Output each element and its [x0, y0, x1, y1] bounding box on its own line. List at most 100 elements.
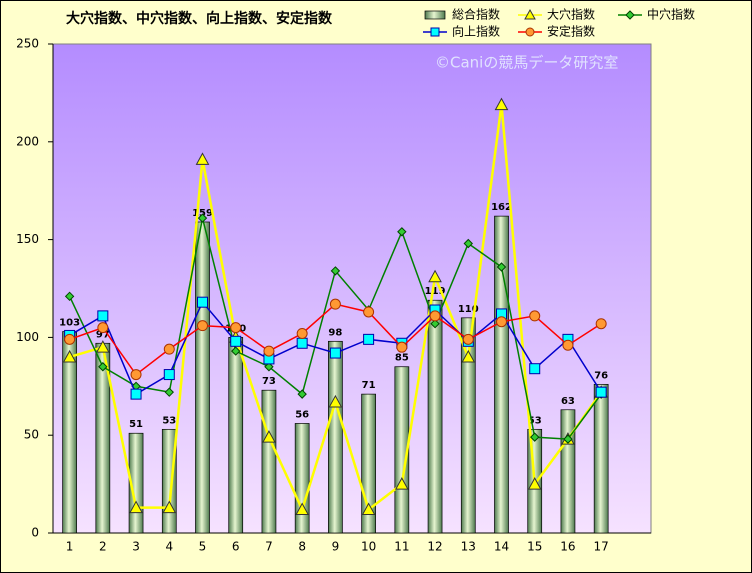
marker — [496, 316, 507, 328]
bar — [261, 389, 277, 534]
bar — [195, 221, 210, 534]
marker — [130, 369, 142, 381]
x-tick-label: 15 — [527, 540, 542, 554]
data-label: 85 — [395, 353, 409, 364]
marker — [297, 389, 307, 399]
marker — [329, 347, 341, 359]
data-label: 76 — [594, 370, 608, 381]
watermark: ©Caniの競馬データ研究室 — [435, 54, 618, 72]
marker — [64, 333, 76, 345]
legend-label: 総合指数 — [452, 7, 500, 22]
legend-marker — [625, 10, 635, 20]
data-label: 56 — [295, 409, 309, 420]
x-tick-label: 14 — [494, 540, 509, 554]
marker — [296, 327, 308, 339]
x-tick-label: 3 — [132, 540, 140, 554]
y-tick-label: 250 — [16, 37, 39, 51]
data-label: 97 — [96, 329, 110, 340]
marker — [162, 500, 177, 514]
bar — [427, 299, 443, 534]
marker — [496, 262, 507, 272]
legend-marker — [525, 27, 535, 37]
chart-title: 大穴指数、中穴指数、向上指数、安定指数 — [66, 10, 333, 27]
marker — [197, 296, 208, 308]
marker — [394, 477, 409, 490]
x-tick-label: 16 — [560, 540, 575, 554]
data-label: 71 — [362, 380, 376, 391]
marker — [530, 432, 540, 442]
marker — [494, 97, 509, 111]
x-tick-label: 12 — [427, 540, 442, 554]
marker — [130, 388, 142, 400]
marker — [461, 349, 476, 363]
plot-area — [52, 43, 652, 534]
bar — [560, 409, 576, 534]
legend-label: 大穴指数 — [547, 7, 595, 22]
marker — [428, 269, 442, 283]
data-label: 103 — [59, 318, 80, 329]
marker — [363, 306, 375, 318]
x-tick-label: 5 — [199, 540, 207, 554]
marker — [529, 310, 541, 322]
marker — [97, 310, 109, 322]
x-tick-label: 9 — [332, 540, 340, 554]
x-tick-label: 6 — [232, 540, 240, 554]
x-tick-label: 1 — [66, 540, 74, 554]
marker — [396, 341, 408, 353]
marker — [363, 333, 375, 345]
marker — [262, 430, 276, 443]
x-tick-label: 2 — [99, 540, 107, 554]
x-tick-label: 13 — [461, 540, 476, 554]
marker — [230, 335, 242, 347]
bar — [328, 340, 343, 534]
x-tick-label: 4 — [165, 540, 173, 554]
marker — [97, 322, 109, 334]
marker — [563, 434, 573, 444]
marker — [463, 238, 473, 249]
data-label: 63 — [561, 396, 575, 407]
marker — [296, 337, 308, 349]
marker — [595, 318, 607, 330]
marker — [527, 477, 542, 490]
legend-label: 向上指数 — [452, 24, 500, 39]
marker — [163, 369, 175, 381]
marker — [361, 502, 376, 516]
marker — [430, 319, 440, 329]
marker — [295, 502, 310, 516]
marker — [595, 386, 607, 398]
x-tick-label: 8 — [298, 540, 306, 554]
marker — [263, 345, 275, 357]
x-tick-label: 7 — [265, 540, 273, 554]
legend-marker — [524, 8, 536, 20]
bar — [394, 366, 410, 534]
bar — [494, 215, 509, 534]
marker — [329, 298, 341, 310]
legend-marker — [430, 27, 440, 37]
bar — [460, 317, 476, 534]
data-label: 53 — [162, 415, 176, 426]
marker — [328, 394, 343, 408]
y-tick-label: 200 — [16, 134, 39, 148]
data-label: 98 — [328, 327, 342, 338]
x-tick-label: 11 — [394, 540, 409, 554]
marker — [98, 362, 108, 372]
marker — [64, 291, 75, 302]
marker — [330, 266, 341, 276]
marker — [264, 362, 274, 372]
data-label: 51 — [129, 419, 143, 430]
marker — [197, 213, 208, 223]
marker — [397, 227, 407, 237]
data-label: 110 — [458, 304, 479, 315]
marker — [129, 500, 143, 514]
y-tick-label: 50 — [24, 428, 39, 442]
data-label: 162 — [491, 202, 512, 213]
data-label: 73 — [262, 376, 276, 387]
marker — [163, 343, 175, 355]
legend-swatch — [424, 10, 446, 20]
marker — [231, 346, 241, 356]
marker — [164, 387, 174, 397]
marker — [195, 152, 210, 165]
marker — [230, 322, 242, 334]
y-tick-label: 0 — [31, 526, 39, 540]
